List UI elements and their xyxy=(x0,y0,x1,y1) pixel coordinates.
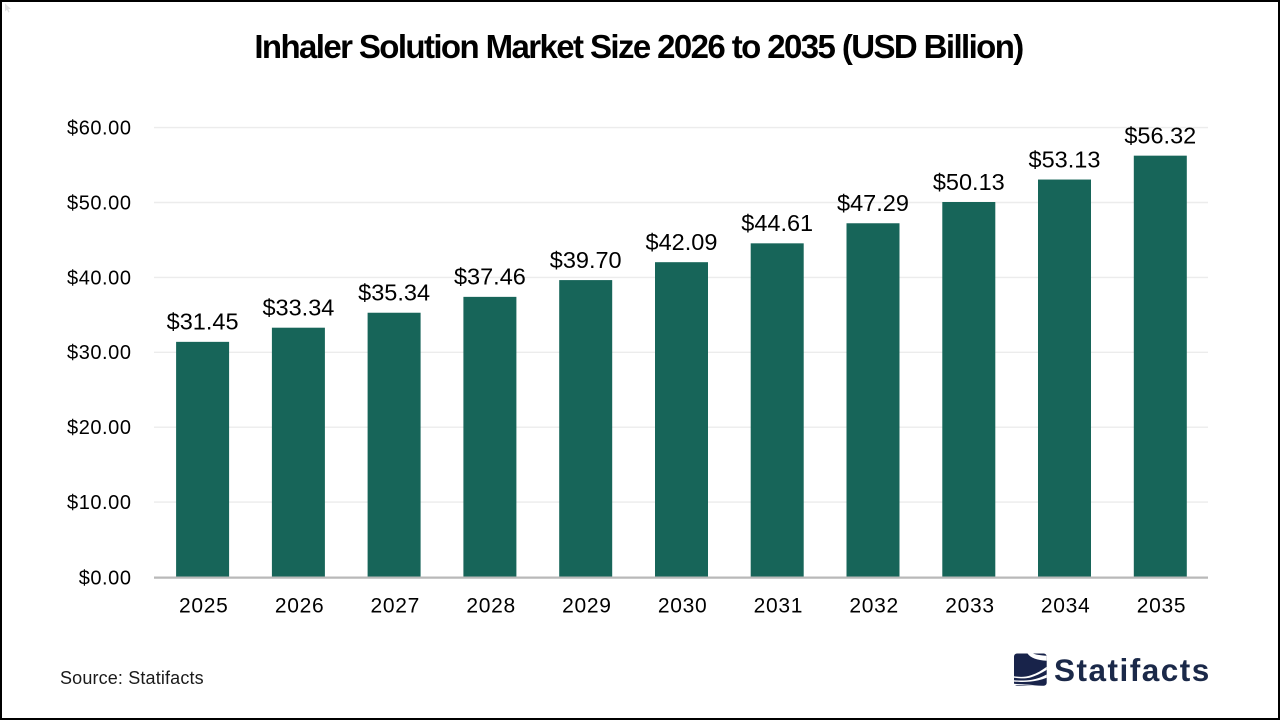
svg-text:$50.00: $50.00 xyxy=(67,192,131,214)
svg-text:$42.09: $42.09 xyxy=(646,229,718,255)
svg-text:$37.46: $37.46 xyxy=(454,264,526,290)
svg-text:$39.70: $39.70 xyxy=(550,247,622,273)
svg-text:$47.29: $47.29 xyxy=(837,190,909,216)
svg-text:$40.00: $40.00 xyxy=(67,267,131,289)
svg-text:2032: 2032 xyxy=(849,595,899,618)
svg-text:2033: 2033 xyxy=(945,595,995,618)
svg-text:2031: 2031 xyxy=(754,595,804,618)
svg-text:$20.00: $20.00 xyxy=(67,417,131,439)
svg-text:Source: Statifacts: Source: Statifacts xyxy=(60,668,204,688)
svg-text:$35.34: $35.34 xyxy=(358,280,430,306)
svg-text:$31.45: $31.45 xyxy=(167,309,239,335)
svg-text:$30.00: $30.00 xyxy=(67,342,131,364)
svg-text:$53.13: $53.13 xyxy=(1029,146,1101,172)
svg-text:2026: 2026 xyxy=(275,595,325,618)
svg-text:$56.32: $56.32 xyxy=(1124,123,1196,149)
svg-text:2035: 2035 xyxy=(1137,595,1187,618)
svg-text:2029: 2029 xyxy=(562,595,612,618)
svg-text:Inhaler Solution Market Size 2: Inhaler Solution Market Size 2026 to 203… xyxy=(254,28,1023,65)
svg-text:2028: 2028 xyxy=(466,595,516,618)
svg-text:$33.34: $33.34 xyxy=(262,295,334,321)
svg-text:Statifacts: Statifacts xyxy=(1054,652,1211,688)
svg-text:$0.00: $0.00 xyxy=(79,567,132,589)
svg-text:$50.13: $50.13 xyxy=(933,169,1005,195)
svg-text:2030: 2030 xyxy=(658,595,708,618)
svg-text:2034: 2034 xyxy=(1041,595,1091,618)
svg-text:2025: 2025 xyxy=(179,595,229,618)
svg-text:$44.61: $44.61 xyxy=(741,210,813,236)
svg-text:$10.00: $10.00 xyxy=(67,492,131,514)
svg-text:2027: 2027 xyxy=(371,595,421,618)
svg-text:$60.00: $60.00 xyxy=(67,118,131,140)
